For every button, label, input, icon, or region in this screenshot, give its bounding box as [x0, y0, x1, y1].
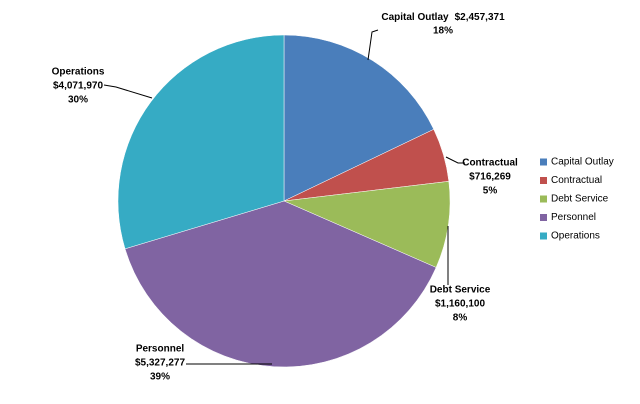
legend-swatch	[540, 158, 547, 166]
category-label: Operations	[52, 67, 105, 78]
legend-swatch	[540, 195, 547, 203]
pie-slice	[117, 34, 285, 250]
legend-label: Personnel	[551, 212, 596, 223]
legend-label: Capital Outlay	[551, 157, 614, 168]
leader-line	[103, 84, 153, 99]
value-label: $4,071,970	[53, 81, 103, 92]
category-label: Debt Service	[430, 285, 491, 296]
percent-label: 8%	[453, 313, 468, 324]
value-label: $716,269	[469, 172, 511, 183]
percent-label: 39%	[150, 372, 170, 383]
data-label: Capital Outlay $2,457,371	[381, 12, 505, 23]
pie-slice	[124, 200, 437, 368]
percent-label: 30%	[68, 95, 88, 106]
value-label: $5,327,277	[135, 358, 185, 369]
legend-swatch	[540, 232, 547, 240]
pie-slice	[283, 34, 435, 202]
leader-line	[445, 156, 465, 164]
legend-swatch	[540, 177, 547, 184]
value-label: $1,160,100	[435, 299, 485, 310]
category-label: Capital Outlay	[381, 12, 449, 23]
percent-label: 18%	[433, 26, 453, 37]
category-label: Personnel	[136, 344, 185, 355]
legend-label: Debt Service	[551, 194, 609, 205]
leader-line	[367, 29, 379, 61]
value-label: $2,457,371	[455, 12, 505, 23]
percent-label: 5%	[483, 186, 498, 197]
legend-label: Contractual	[551, 175, 602, 186]
legend-label: Operations	[551, 231, 600, 242]
category-label: Contractual	[462, 158, 518, 169]
legend-swatch	[540, 214, 547, 221]
pie-slice	[283, 181, 451, 268]
